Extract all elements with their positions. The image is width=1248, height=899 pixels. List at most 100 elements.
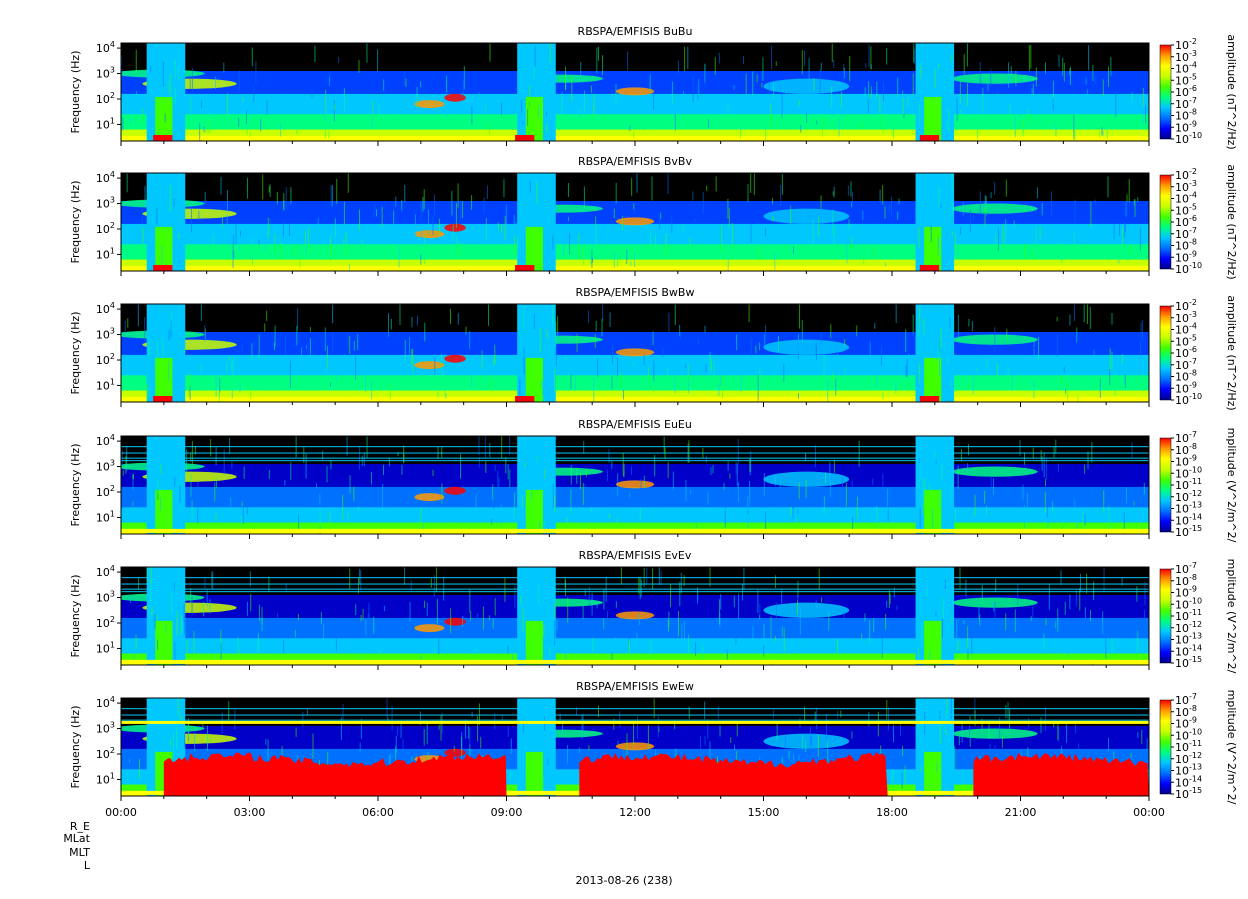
noise-stroke bbox=[199, 123, 201, 141]
noise-stroke bbox=[174, 88, 176, 105]
noise-stroke bbox=[234, 709, 236, 730]
noise-stroke bbox=[268, 186, 270, 193]
colorbar-tick-label: 10-7 bbox=[1175, 561, 1197, 576]
noise-stroke bbox=[976, 367, 978, 373]
noise-stroke bbox=[523, 348, 525, 375]
noise-stroke bbox=[966, 43, 968, 67]
noise-stroke bbox=[727, 103, 729, 127]
perigee-core bbox=[924, 96, 942, 141]
noise-stroke bbox=[1090, 201, 1092, 227]
noise-stroke bbox=[595, 216, 597, 227]
noise-stroke bbox=[273, 342, 275, 351]
noise-stroke bbox=[1115, 91, 1117, 118]
noise-stroke bbox=[761, 82, 763, 88]
noise-stroke bbox=[808, 58, 810, 81]
noise-stroke bbox=[469, 727, 471, 746]
noise-stroke bbox=[255, 61, 257, 85]
noise-stroke bbox=[570, 489, 572, 514]
colorbar-tick-label: 10-13 bbox=[1175, 632, 1202, 647]
noise-stroke bbox=[122, 470, 124, 476]
date-label: 2013-08-26 (238) bbox=[575, 874, 673, 887]
noise-stroke bbox=[1044, 491, 1046, 513]
noise-stroke bbox=[979, 614, 981, 626]
ew-red-fill bbox=[579, 752, 888, 796]
noise-stroke bbox=[832, 87, 834, 92]
noise-stroke bbox=[1050, 191, 1052, 216]
noise-stroke bbox=[485, 104, 487, 113]
noise-stroke bbox=[522, 608, 524, 632]
interference-line bbox=[121, 591, 1149, 593]
noise-stroke bbox=[690, 489, 692, 495]
noise-stroke bbox=[461, 736, 463, 758]
noise-stroke bbox=[954, 234, 956, 252]
noise-stroke bbox=[609, 312, 611, 328]
noise-stroke bbox=[360, 570, 362, 591]
noise-stroke bbox=[907, 382, 909, 393]
colorbar-label: amplitude (nT^2/Hz) bbox=[1225, 295, 1238, 410]
wave-feature bbox=[444, 223, 466, 232]
noise-stroke bbox=[203, 126, 205, 133]
noise-stroke bbox=[212, 571, 214, 591]
noise-stroke bbox=[921, 739, 923, 765]
noise-stroke bbox=[126, 173, 128, 193]
noise-stroke bbox=[389, 382, 391, 400]
noise-stroke bbox=[869, 341, 871, 359]
noise-stroke bbox=[420, 507, 422, 527]
noise-stroke bbox=[231, 361, 233, 372]
noise-stroke bbox=[750, 337, 752, 356]
noise-stroke bbox=[342, 703, 344, 721]
noise-stroke bbox=[880, 346, 882, 366]
noise-stroke bbox=[1133, 199, 1135, 206]
noise-stroke bbox=[564, 577, 566, 588]
noise-stroke bbox=[827, 379, 829, 402]
colorbar-tick-label: 10-3 bbox=[1175, 310, 1197, 325]
noise-stroke bbox=[1075, 589, 1077, 606]
noise-stroke bbox=[177, 67, 179, 80]
noise-stroke bbox=[220, 629, 222, 655]
noise-stroke bbox=[888, 707, 890, 731]
noise-stroke bbox=[592, 257, 594, 263]
noise-stroke bbox=[1094, 199, 1096, 205]
noise-stroke bbox=[176, 611, 178, 636]
noise-stroke bbox=[404, 185, 406, 203]
noise-stroke bbox=[1014, 116, 1016, 138]
noise-stroke bbox=[280, 122, 282, 137]
noise-stroke bbox=[747, 504, 749, 529]
noise-stroke bbox=[549, 645, 551, 658]
noise-stroke bbox=[183, 613, 185, 635]
noise-stroke bbox=[689, 237, 691, 246]
noise-stroke bbox=[1033, 348, 1035, 360]
noise-stroke bbox=[852, 516, 854, 533]
noise-stroke bbox=[567, 182, 569, 197]
noise-stroke bbox=[1060, 376, 1062, 385]
noise-stroke bbox=[1118, 113, 1120, 129]
wave-feature bbox=[444, 617, 466, 626]
noise-stroke bbox=[763, 333, 765, 347]
noise-stroke bbox=[401, 464, 403, 475]
colorbar-tick-label: 10-2 bbox=[1175, 298, 1197, 313]
noise-stroke bbox=[121, 449, 123, 465]
noise-stroke bbox=[162, 337, 164, 356]
noise-stroke bbox=[931, 508, 933, 528]
noise-stroke bbox=[831, 86, 833, 108]
spectrum-band-bottom bbox=[121, 135, 1149, 141]
interference-line bbox=[121, 719, 1149, 721]
noise-stroke bbox=[1009, 709, 1011, 730]
noise-stroke bbox=[800, 124, 802, 133]
y-tick-label: 101 bbox=[96, 640, 115, 655]
noise-stroke bbox=[813, 77, 815, 91]
noise-stroke bbox=[580, 62, 582, 81]
noise-stroke bbox=[455, 203, 457, 228]
noise-stroke bbox=[622, 215, 624, 231]
noise-stroke bbox=[721, 224, 723, 251]
noise-stroke bbox=[485, 461, 487, 473]
noise-stroke bbox=[613, 208, 615, 219]
noise-stroke bbox=[1099, 355, 1101, 370]
noise-stroke bbox=[919, 363, 921, 384]
noise-stroke bbox=[781, 757, 783, 764]
noise-stroke bbox=[462, 200, 464, 219]
noise-stroke bbox=[570, 464, 572, 485]
noise-stroke bbox=[606, 469, 608, 482]
y-tick-label: 101 bbox=[96, 771, 115, 786]
